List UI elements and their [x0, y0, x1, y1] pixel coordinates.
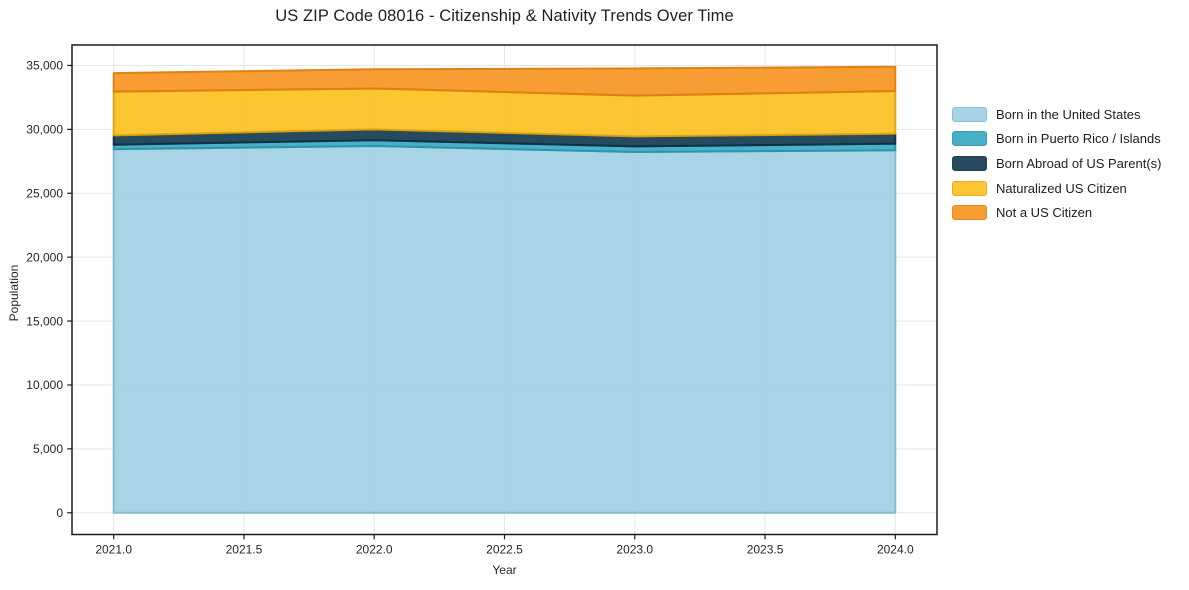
svg-text:2022.0: 2022.0: [356, 543, 393, 557]
legend-item-born-pr-islands: Born in Puerto Rico / Islands: [952, 127, 1161, 152]
svg-text:0: 0: [56, 506, 63, 520]
svg-text:2021.0: 2021.0: [95, 543, 132, 557]
svg-text:2024.0: 2024.0: [877, 543, 914, 557]
svg-text:30,000: 30,000: [26, 123, 63, 137]
legend-label-naturalized: Naturalized US Citizen: [996, 180, 1127, 196]
legend-swatch-born-abroad: [952, 155, 987, 171]
legend-label-born-abroad: Born Abroad of US Parent(s): [996, 155, 1162, 171]
legend-swatch-born-us: [952, 106, 987, 122]
legend-item-born-abroad: Born Abroad of US Parent(s): [952, 151, 1161, 176]
svg-text:2023.0: 2023.0: [616, 543, 653, 557]
svg-text:15,000: 15,000: [26, 314, 63, 328]
legend-item-naturalized: Naturalized US Citizen: [952, 176, 1161, 201]
svg-text:35,000: 35,000: [26, 59, 63, 73]
x-axis-label: Year: [492, 563, 517, 577]
svg-text:10,000: 10,000: [26, 378, 63, 392]
svg-text:5,000: 5,000: [33, 442, 63, 456]
legend-label-not-citizen: Not a US Citizen: [996, 205, 1093, 221]
legend-item-not-citizen: Not a US Citizen: [952, 200, 1161, 225]
legend-swatch-not-citizen: [952, 205, 987, 221]
legend-item-born-us: Born in the United States: [952, 102, 1161, 127]
svg-text:20,000: 20,000: [26, 250, 63, 264]
chart-title: US ZIP Code 08016 - Citizenship & Nativi…: [275, 7, 734, 25]
legend-swatch-naturalized: [952, 180, 987, 196]
svg-text:2022.5: 2022.5: [486, 543, 523, 557]
svg-text:2021.5: 2021.5: [226, 543, 263, 557]
svg-text:2023.5: 2023.5: [747, 543, 784, 557]
legend-label-born-pr-islands: Born in Puerto Rico / Islands: [996, 131, 1161, 147]
legend-swatch-born-pr-islands: [952, 131, 987, 147]
y-axis-label: Population: [7, 264, 21, 322]
legend: Born in the United States Born in Puerto…: [952, 102, 1161, 225]
legend-label-born-us: Born in the United States: [996, 106, 1141, 122]
svg-text:25,000: 25,000: [26, 186, 63, 200]
